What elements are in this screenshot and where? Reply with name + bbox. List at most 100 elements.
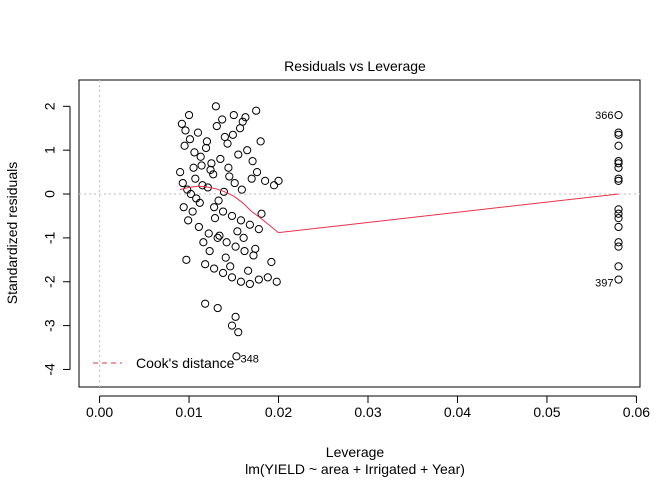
data-point — [204, 229, 213, 238]
legend-label-cooks-distance: Cook's distance — [136, 355, 235, 371]
data-point — [184, 110, 194, 120]
y-tick-label: 0 — [42, 190, 58, 198]
data-point — [614, 214, 623, 223]
data-point — [614, 205, 623, 214]
x-tick-label: 0.05 — [533, 404, 560, 420]
data-point — [236, 277, 246, 286]
data-point — [235, 124, 245, 133]
x-tick-label: 0.00 — [86, 404, 113, 420]
x-axis: 0.00 0.01 0.02 0.03 0.04 0.05 0.06 — [86, 395, 650, 420]
x-tick-label: 0.06 — [623, 404, 650, 420]
data-point — [181, 126, 190, 135]
y-axis-label: Standardized residuals — [4, 162, 20, 304]
data-point — [244, 266, 253, 275]
data-point — [191, 174, 200, 183]
data-point — [184, 216, 193, 225]
data-point — [195, 198, 204, 207]
data-point — [201, 299, 210, 308]
data-point — [197, 161, 206, 170]
data-point — [212, 121, 221, 131]
data-point — [224, 163, 233, 172]
data-point — [240, 246, 249, 256]
data-point — [263, 273, 272, 282]
data-point — [201, 143, 211, 153]
data-point — [201, 260, 210, 269]
data-point — [267, 257, 276, 267]
data-point — [254, 225, 263, 234]
x-tick-label: 0.04 — [444, 404, 471, 420]
data-point — [215, 231, 224, 240]
data-point — [196, 152, 205, 161]
data-point — [199, 238, 208, 247]
data-point — [213, 233, 222, 242]
data-point — [243, 146, 252, 155]
data-point — [198, 181, 207, 190]
data-point — [254, 275, 263, 284]
y-tick-label: -4 — [42, 363, 58, 376]
data-point — [239, 233, 248, 242]
x-tick-label: 0.02 — [265, 404, 292, 420]
data-point — [227, 321, 237, 330]
data-point — [614, 159, 623, 168]
data-point — [189, 163, 198, 172]
data-point — [251, 244, 260, 253]
data-point — [252, 106, 261, 115]
data-point — [614, 128, 623, 137]
y-tick-label: -3 — [42, 319, 58, 332]
chart-title: Residuals vs Leverage — [284, 58, 426, 74]
data-point — [231, 312, 240, 321]
data-point — [256, 137, 265, 146]
data-point — [213, 303, 222, 313]
data-point — [269, 181, 279, 190]
point-label: 348 — [240, 353, 258, 365]
data-point — [232, 352, 241, 361]
data-point — [614, 141, 623, 150]
data-point — [234, 150, 243, 159]
data-point — [223, 139, 232, 148]
data-point — [179, 203, 188, 212]
point-labels: 366 397 348 — [240, 110, 613, 365]
data-point — [233, 227, 242, 236]
data-point — [219, 187, 229, 196]
data-point — [177, 119, 186, 128]
data-point — [272, 277, 281, 286]
data-point — [614, 157, 623, 166]
data-point — [614, 176, 623, 185]
data-point — [236, 216, 246, 225]
data-point — [227, 211, 237, 221]
data-point — [205, 246, 214, 256]
data-point — [210, 203, 219, 212]
data-point — [274, 176, 283, 185]
data-points — [176, 102, 623, 361]
point-label: 397 — [595, 278, 613, 290]
data-point — [218, 115, 227, 124]
data-point — [614, 242, 623, 251]
data-point — [614, 238, 623, 247]
data-point — [194, 222, 203, 232]
y-tick-label: -1 — [42, 231, 58, 244]
data-point — [216, 154, 225, 164]
data-point — [249, 251, 258, 260]
data-point — [231, 242, 240, 251]
data-point — [614, 222, 623, 232]
data-point — [228, 130, 237, 139]
data-point — [226, 262, 235, 271]
point-label: 366 — [595, 110, 613, 122]
data-point — [222, 238, 231, 247]
data-point — [245, 279, 254, 289]
data-point — [180, 141, 189, 150]
plot-area-border — [78, 79, 641, 388]
data-point — [193, 128, 203, 137]
data-point — [225, 172, 234, 181]
data-point — [229, 110, 238, 120]
data-point — [252, 168, 262, 177]
data-point — [248, 157, 257, 166]
data-point — [261, 176, 270, 185]
data-point — [186, 189, 195, 199]
data-point — [190, 148, 199, 157]
data-point — [221, 253, 230, 262]
data-point — [614, 275, 623, 284]
legend: Cook's distance — [93, 355, 235, 371]
y-tick-label: 1 — [42, 146, 58, 154]
data-point — [241, 113, 250, 122]
